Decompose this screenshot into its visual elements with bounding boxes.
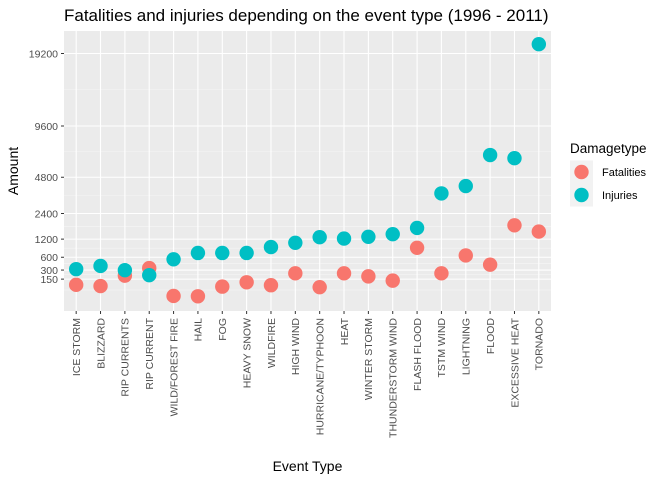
fatalities-point — [263, 278, 279, 293]
injuries-point — [458, 178, 473, 194]
y-tick-label: 1200 — [35, 234, 59, 246]
injuries-point — [215, 245, 230, 261]
x-tick-label: HEAT — [339, 317, 351, 345]
fatalities-point — [336, 266, 352, 281]
x-tick-label: HURRICANE/TYPHOON — [314, 318, 326, 435]
legend-label-fatalities: Fatalities — [602, 167, 647, 179]
injuries-point — [166, 252, 181, 267]
x-tick-label: RIP CURRENTS — [120, 318, 132, 397]
x-tick-label: HEAVY SNOW — [241, 318, 253, 388]
legend-key-injuries — [574, 187, 589, 203]
points-layer — [68, 37, 547, 304]
injuries-point — [361, 229, 376, 244]
y-tick-label: 19200 — [29, 48, 58, 60]
fatalities-point — [385, 273, 400, 288]
y-tick-label: 600 — [40, 252, 58, 264]
fatalities-point — [190, 289, 206, 304]
legend-title: Damagetype — [570, 141, 647, 156]
x-tick-label: WILDFIRE — [266, 318, 278, 368]
legend-label-injuries: Injuries — [602, 190, 638, 202]
fatalities-point — [215, 279, 230, 294]
x-tick-label: FLASH FLOOD — [412, 318, 424, 391]
x-tick-label: ICE STORM — [71, 318, 83, 376]
injuries-point — [409, 220, 425, 236]
x-tick-label: WINTER STORM — [363, 318, 375, 400]
fatalities-point — [166, 288, 181, 304]
fatalities-point — [239, 275, 254, 290]
plot-panel — [64, 31, 551, 311]
x-tick-label: HIGH WIND — [290, 318, 302, 376]
y-axis-title: Amount — [5, 147, 21, 195]
x-tick-label: FOG — [217, 318, 229, 341]
fatalities-point — [482, 257, 498, 272]
y-tick-label: 4800 — [35, 172, 59, 184]
x-axis-title: Event Type — [273, 458, 343, 474]
x-tick-label: LIGHTNING — [461, 318, 473, 375]
injuries-point — [142, 267, 157, 283]
injuries-point — [263, 239, 279, 255]
injuries-point — [288, 235, 303, 250]
y-tick-label: 150 — [40, 274, 58, 286]
x-tick-label: TSTM WIND — [436, 318, 448, 378]
fatalities-point — [409, 240, 425, 256]
y-tick-label: 9600 — [35, 121, 59, 133]
injuries-point — [190, 245, 206, 261]
y-tick-label: 300 — [40, 265, 58, 277]
x-tick-label: THUNDERSTORM WIND — [388, 318, 400, 438]
injuries-point — [385, 226, 400, 242]
x-tick-label: HAIL — [193, 318, 205, 342]
fatalities-point — [288, 266, 303, 281]
injuries-point — [507, 151, 522, 166]
injuries-point — [336, 231, 352, 246]
fatalities-point — [361, 269, 376, 284]
injuries-point — [531, 37, 547, 52]
fatalities-point — [68, 277, 84, 293]
fatalities-point — [531, 224, 547, 239]
fatalities-point — [312, 279, 327, 295]
injuries-point — [312, 230, 327, 245]
injuries-point — [68, 261, 84, 277]
injuries-point — [117, 263, 133, 278]
x-tick-label: FLOOD — [485, 318, 497, 355]
legend: Damagetype Fatalities Injuries — [570, 141, 647, 207]
fatalities-point — [434, 266, 449, 281]
injuries-point — [93, 258, 108, 274]
x-tick-label: EXCESSIVE HEAT — [509, 317, 521, 407]
y-tick-label: 2400 — [35, 208, 59, 220]
grid-layer — [64, 31, 551, 311]
injuries-point — [239, 245, 254, 261]
fatalities-point — [458, 248, 473, 263]
chart-title: Fatalities and injuries depending on the… — [64, 6, 549, 25]
legend-key-fatalities — [574, 164, 589, 180]
x-tick-label: BLIZZARD — [95, 318, 107, 369]
fatalities-point — [93, 278, 108, 294]
x-tick-label: WILD/FOREST FIRE — [168, 318, 180, 416]
injuries-point — [482, 147, 498, 163]
fatalities-point — [507, 218, 522, 233]
x-tick-label: RIP CURRENT — [144, 317, 156, 389]
x-axis: ICE STORM BLIZZARD RIP CURRENTS RIP CURRENT… — [71, 311, 546, 438]
injuries-point — [434, 186, 449, 201]
x-tick-label: TORNADO — [534, 318, 546, 370]
